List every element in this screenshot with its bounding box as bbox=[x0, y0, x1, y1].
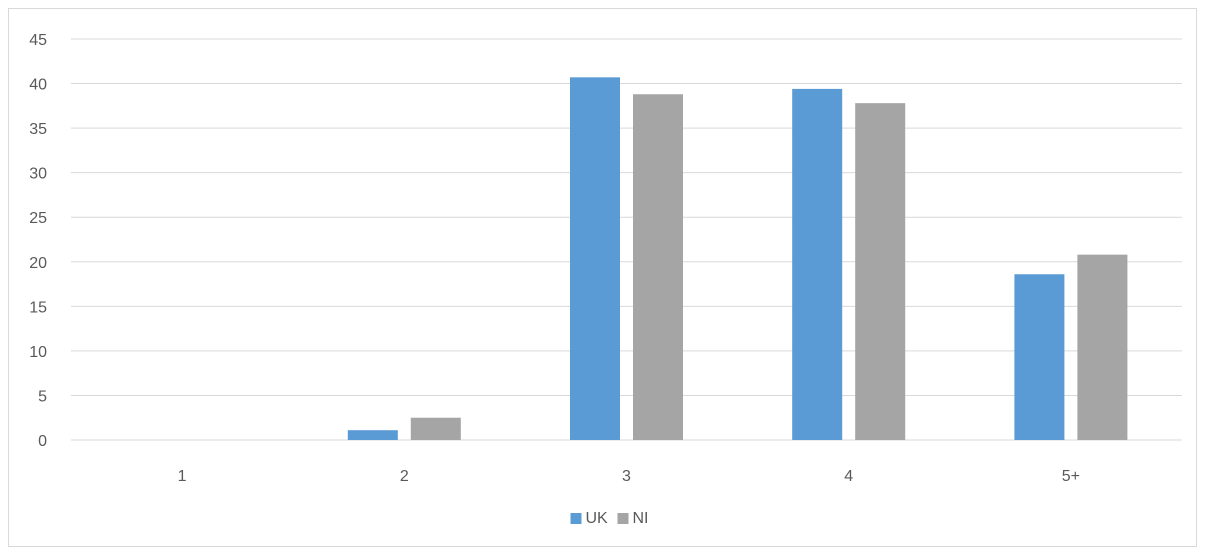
y-tick-label: 40 bbox=[29, 77, 47, 94]
bar-chart: 0 5 10 15 20 25 30 35 40 45 1 2 3 4 5+ UK NI bbox=[29, 32, 1182, 527]
y-tick-label: 0 bbox=[38, 433, 47, 450]
bar-ni-2 bbox=[410, 417, 461, 440]
y-tick-label: 10 bbox=[29, 344, 47, 361]
x-tick-label: 1 bbox=[178, 468, 187, 485]
bar-ni-3 bbox=[633, 94, 683, 440]
x-tick-label: 4 bbox=[844, 468, 853, 485]
bar-uk-3 bbox=[570, 77, 620, 440]
x-tick-label: 3 bbox=[622, 468, 631, 485]
y-tick-label: 30 bbox=[29, 166, 47, 183]
x-tick-label: 5+ bbox=[1062, 468, 1080, 485]
y-tick-label: 25 bbox=[29, 210, 47, 227]
y-tick-label: 5 bbox=[38, 388, 47, 405]
legend-label-uk: UK bbox=[586, 510, 609, 527]
bar-ni-5plus bbox=[1077, 254, 1128, 440]
x-axis-tick-labels: 1 2 3 4 5+ bbox=[178, 468, 1080, 485]
bars bbox=[347, 77, 1128, 440]
y-tick-label: 45 bbox=[29, 32, 47, 49]
bar-uk-2 bbox=[347, 430, 398, 440]
chart-frame: 0 5 10 15 20 25 30 35 40 45 1 2 3 4 5+ UK NI bbox=[8, 8, 1197, 547]
legend-label-ni: NI bbox=[633, 510, 649, 527]
y-axis-tick-labels: 0 5 10 15 20 25 30 35 40 45 bbox=[29, 32, 47, 450]
legend: UK NI bbox=[570, 510, 649, 527]
y-tick-label: 35 bbox=[29, 121, 47, 138]
y-tick-label: 15 bbox=[29, 299, 47, 316]
legend-swatch-uk bbox=[570, 513, 582, 524]
x-tick-label: 2 bbox=[400, 468, 409, 485]
gridlines bbox=[71, 38, 1182, 441]
legend-swatch-ni bbox=[617, 513, 629, 524]
y-tick-label: 20 bbox=[29, 255, 47, 272]
bar-uk-5plus bbox=[1014, 274, 1065, 440]
bar-uk-4 bbox=[792, 88, 843, 440]
bar-ni-4 bbox=[855, 103, 906, 440]
